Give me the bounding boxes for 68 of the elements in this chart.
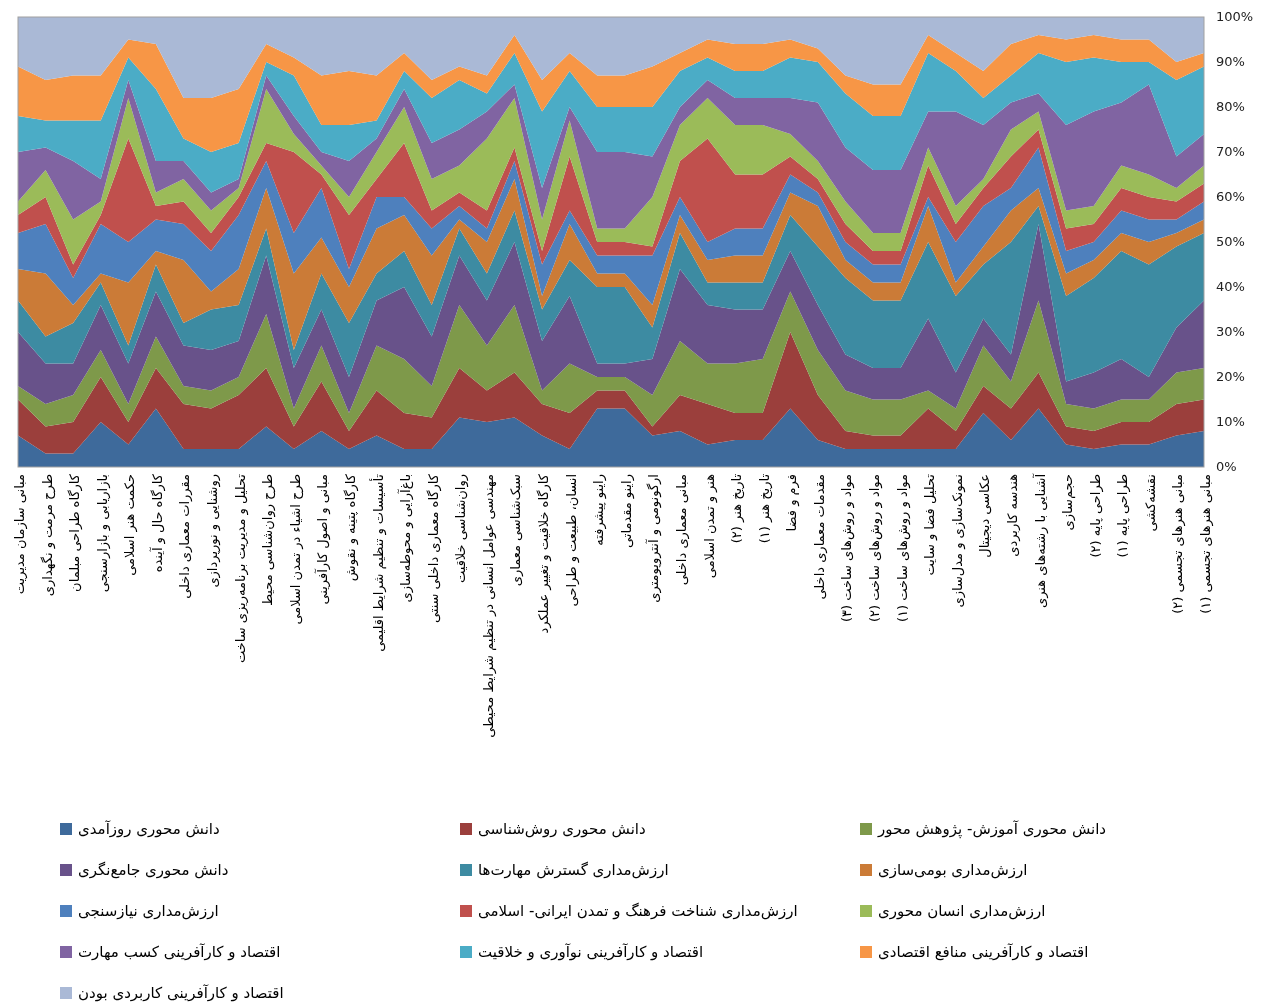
x-tick-label: مبانی هنرهای تجسمی (۱) (1198, 474, 1214, 614)
legend-label: ارزش‌مداری انسان محوری (878, 901, 1046, 920)
legend-label: دانش محوری روزآمدی (78, 819, 220, 838)
x-tick-label: تأسیسات و تنظیم شرایط اقلیمی (368, 473, 387, 652)
legend-label: اقتصاد و کارآفرینی کاربردی بودن (78, 983, 284, 1002)
x-tick-label: راینو پیشرفته (591, 474, 608, 546)
x-tick-label: روان‌شناسی خلاقیت (453, 474, 470, 584)
y-tick-label: 80% (1216, 98, 1245, 114)
x-tick-label: سبک‌شناسی معماری (508, 474, 525, 587)
x-tick-label: طرح مرمت و نگهداری (39, 474, 56, 597)
legend-label: دانش محوری جامع‌نگری (78, 860, 229, 879)
x-tick-label: تحلیل فضا و سایت (922, 473, 939, 576)
y-tick-label: 60% (1216, 188, 1245, 204)
x-tick-label: باغ‌آرایی و محوطه‌سازی (397, 474, 415, 603)
x-tick-label: هنر و تمدن اسلامی (701, 473, 718, 579)
x-tick-label: مهندسی عوامل انسانی در تنظیم شرایط محیطی (480, 474, 497, 738)
x-tick-label: روشنایی و نورپردازی (205, 474, 222, 588)
x-tick-label: انسان، طبیعت و طراحی (563, 474, 580, 607)
y-tick-label: 70% (1216, 143, 1245, 159)
x-tick-label: طراحی پایه (۱) (1115, 474, 1132, 558)
x-tick-label: فرم و فضا (784, 474, 801, 532)
x-tick-label: طرح اشیاء در تمدن اسلامی (287, 474, 304, 625)
x-tick-label: کارگاه خلاقیت و تغییر عملکرد (536, 473, 553, 634)
x-tick-label: کارگاه طراحی مبلمان (67, 473, 84, 592)
x-tick-label: مواد و روش‌های ساخت (۳) (839, 474, 856, 623)
legend-label: ارزش‌مداری نیازسنجی (78, 901, 219, 920)
y-tick-label: 20% (1216, 368, 1245, 384)
x-tick-label: مقررات معماری داخلی (177, 474, 194, 599)
x-tick-label: طراحی پایه (۲) (1087, 474, 1104, 558)
x-tick-label: مبانی هنرهای تجسمی (۲) (1170, 474, 1187, 614)
x-tick-label: تاریخ هنر (۲) (729, 473, 746, 544)
legend-label: ارزش‌مداری شناخت فرهنگ و تمدن ایرانی- اسلامی (478, 901, 798, 920)
legend-label: اقتصاد و کارآفرینی منافع اقتصادی (878, 942, 1089, 961)
x-tick-label: کارگاه معماری داخلی سنتی (425, 473, 442, 624)
x-tick-label: حجم‌سازی (1060, 474, 1077, 531)
x-tick-label: راینو مقدماتی (618, 474, 635, 549)
y-tick-label: 50% (1216, 233, 1245, 249)
x-tick-label: ارگونومی و آنتروپومتری (645, 474, 663, 603)
x-tick-label: مواد و روش‌های ساخت (۱) (894, 474, 911, 623)
legend-label: دانش محوری روش‌شناسی (478, 819, 646, 838)
y-tick-label: 90% (1216, 53, 1245, 69)
y-tick-label: 40% (1216, 278, 1245, 294)
x-tick-label: تاریخ هنر (۱) (756, 473, 773, 544)
x-tick-label: آشنایی با رشته‌های هنری (1031, 472, 1049, 608)
y-tick-label: 10% (1216, 413, 1245, 429)
x-tick-label: نقشه‌کشی (1142, 474, 1158, 532)
x-tick-label: مقدمات معماری داخلی (811, 474, 828, 600)
legend-label: اقتصاد و کارآفرینی کسب مهارت (78, 942, 281, 961)
x-tick-label: طرح روان‌شناسی محیط (260, 474, 277, 607)
x-tick-label: مواد و روش‌های ساخت (۲) (867, 474, 884, 623)
x-tick-label: مبانی سازمان مدیریت (12, 474, 28, 595)
x-tick-label: عکاسی دیجیتال (977, 474, 993, 558)
y-tick-label: 100% (1216, 8, 1254, 24)
x-tick-label: کارگاه حال و آینده (148, 473, 166, 573)
x-tick-label: حکمت هنر اسلامی (122, 474, 139, 576)
legend-label: دانش محوری آموزش- پژوهش محور (877, 819, 1107, 839)
x-tick-label: نمونک‌سازی و مدل‌سازی (949, 474, 966, 608)
legend-label: ارزش‌مداری گسترش مهارت‌ها (478, 860, 669, 879)
x-tick-label: کارگاه پتینه و نقوش (342, 473, 359, 582)
legend-label: ارزش‌مداری بومی‌سازی (878, 860, 1028, 879)
y-tick-label: 30% (1216, 323, 1245, 339)
x-tick-label: هندسه کاربردی (1004, 473, 1021, 557)
x-tick-label: مبانی معماری داخلی (673, 474, 690, 586)
y-tick-label: 0% (1216, 458, 1237, 474)
x-tick-label: تحلیل و مدیریت برنامه‌ریزی ساخت (232, 473, 249, 664)
x-tick-label: مبانی و اصول کارآفرینی (314, 474, 332, 605)
legend-label: اقتصاد و کارآفرینی نوآوری و خلاقیت (478, 942, 704, 961)
x-tick-label: بازاریابی و بازارسنجی (94, 474, 111, 593)
